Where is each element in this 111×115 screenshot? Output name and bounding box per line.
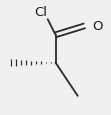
Text: O: O [92, 20, 103, 33]
Text: Cl: Cl [35, 6, 48, 19]
